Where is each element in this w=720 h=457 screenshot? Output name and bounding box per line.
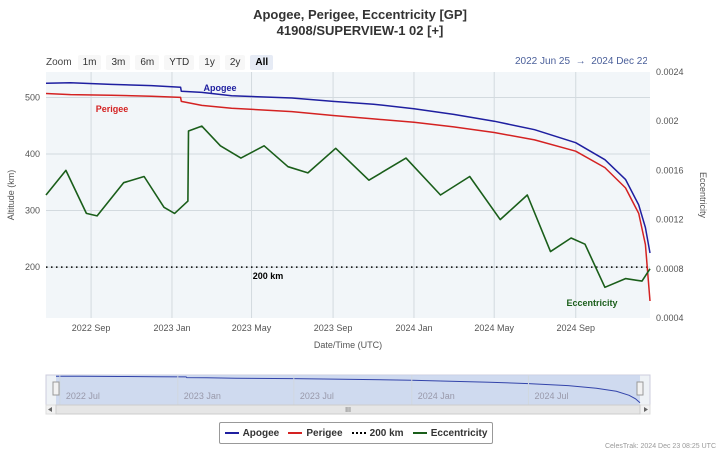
- annotation-perigee: Perigee: [96, 104, 129, 114]
- y2-axis-title: Eccentricity: [698, 172, 708, 219]
- zoom-ytd-button[interactable]: YTD: [164, 54, 195, 70]
- y-axis-title: Altitude (km): [6, 170, 16, 221]
- zoom-6m-button[interactable]: 6m: [135, 54, 160, 70]
- legend-200km-label: 200 km: [369, 427, 404, 439]
- legend-perigee[interactable]: Perigee: [288, 427, 343, 439]
- credit[interactable]: CelesTrak: 2024 Dec 23 08:25 UTC: [604, 443, 716, 450]
- legend-eccentricity-label: Eccentricity: [430, 427, 488, 439]
- x-tick-label: 2024 Jan: [395, 323, 432, 333]
- zoom-label: Zoom: [46, 56, 72, 68]
- scroll-left-arrow-icon[interactable]: [48, 407, 52, 412]
- reference-line-label: 200 km: [253, 271, 284, 281]
- legend-eccentricity[interactable]: Eccentricity: [412, 427, 488, 439]
- annotation-apogee: Apogee: [203, 83, 236, 93]
- x-tick-label: 2023 May: [232, 323, 272, 333]
- plot-area: [46, 72, 650, 318]
- legend-apogee[interactable]: Apogee: [224, 427, 280, 439]
- legend-200km[interactable]: 200 km: [351, 427, 404, 439]
- series-eccentricity-line: [45, 125, 651, 289]
- navigator-label: 2022 Jul: [66, 391, 100, 401]
- x-tick-label: 2024 May: [474, 323, 514, 333]
- legend-perigee-label: Perigee: [306, 427, 343, 439]
- eccentricity-line-icon: [412, 432, 427, 434]
- navigator-label: 2023 Jul: [300, 391, 334, 401]
- y2-tick-label: 0.0008: [656, 264, 684, 274]
- x-tick-label: 2022 Sep: [72, 323, 111, 333]
- range-from[interactable]: 2022 Jun 25: [515, 56, 571, 67]
- zoom-3m-button[interactable]: 3m: [106, 54, 131, 70]
- x-tick-label: 2023 Jan: [153, 323, 190, 333]
- y2-tick-label: 0.002: [656, 116, 679, 126]
- navigator-handle-right[interactable]: [636, 381, 644, 396]
- apogee-line-icon: [224, 432, 239, 434]
- y2-tick-label: 0.0004: [656, 313, 684, 323]
- chart-subtitle[interactable]: 41908/SUPERVIEW-1 02 [+]: [276, 23, 444, 38]
- range-to[interactable]: 2024 Dec 22: [591, 56, 647, 67]
- perigee-line-icon: [288, 432, 303, 434]
- legend-apogee-label: Apogee: [242, 427, 280, 439]
- navigator-series: [55, 375, 641, 404]
- scroll-right-arrow-icon[interactable]: [644, 407, 648, 412]
- zoom-1y-button[interactable]: 1y: [199, 54, 220, 70]
- series-perigee-line: [45, 92, 651, 302]
- y2-tick-label: 0.0016: [656, 165, 684, 175]
- series-apogee-line: [45, 81, 651, 254]
- y-tick-label: 300: [25, 206, 40, 216]
- zoom-all-button[interactable]: All: [250, 54, 274, 70]
- annotation-eccentricity: Eccentricity: [566, 298, 617, 308]
- y2-tick-label: 0.0024: [656, 67, 684, 77]
- y2-tick-label: 0.0012: [656, 215, 684, 225]
- dotted-line-icon: [351, 432, 366, 434]
- navigator-label: 2023 Jan: [184, 391, 221, 401]
- scrollbar-thumb[interactable]: [55, 404, 641, 415]
- x-tick-label: 2023 Sep: [314, 323, 353, 333]
- zoom-bar: Zoom 1m 3m 6m YTD 1y 2y All: [46, 53, 278, 71]
- scrollbar-grip: III: [345, 407, 351, 414]
- chart-title: Apogee, Perigee, Eccentricity [GP]: [253, 7, 467, 22]
- y-tick-label: 400: [25, 149, 40, 159]
- x-tick-label: 2024 Sep: [556, 323, 595, 333]
- range-arrow: →: [575, 56, 586, 67]
- zoom-1m-button[interactable]: 1m: [77, 54, 102, 70]
- navigator-handle-left[interactable]: [52, 381, 60, 396]
- navigator-label: 2024 Jan: [418, 391, 455, 401]
- y-tick-label: 200: [25, 262, 40, 272]
- zoom-2y-button[interactable]: 2y: [224, 54, 246, 70]
- date-range: 2022 Jun 25 → 2024 Dec 22: [515, 56, 647, 67]
- navigator-mask: [56, 375, 640, 405]
- legend: Apogee Perigee 200 km Eccentricity: [219, 422, 493, 444]
- navigator-label: 2024 Jul: [534, 391, 568, 401]
- x-axis-title: Date/Time (UTC): [314, 340, 382, 350]
- y-tick-label: 500: [25, 92, 40, 102]
